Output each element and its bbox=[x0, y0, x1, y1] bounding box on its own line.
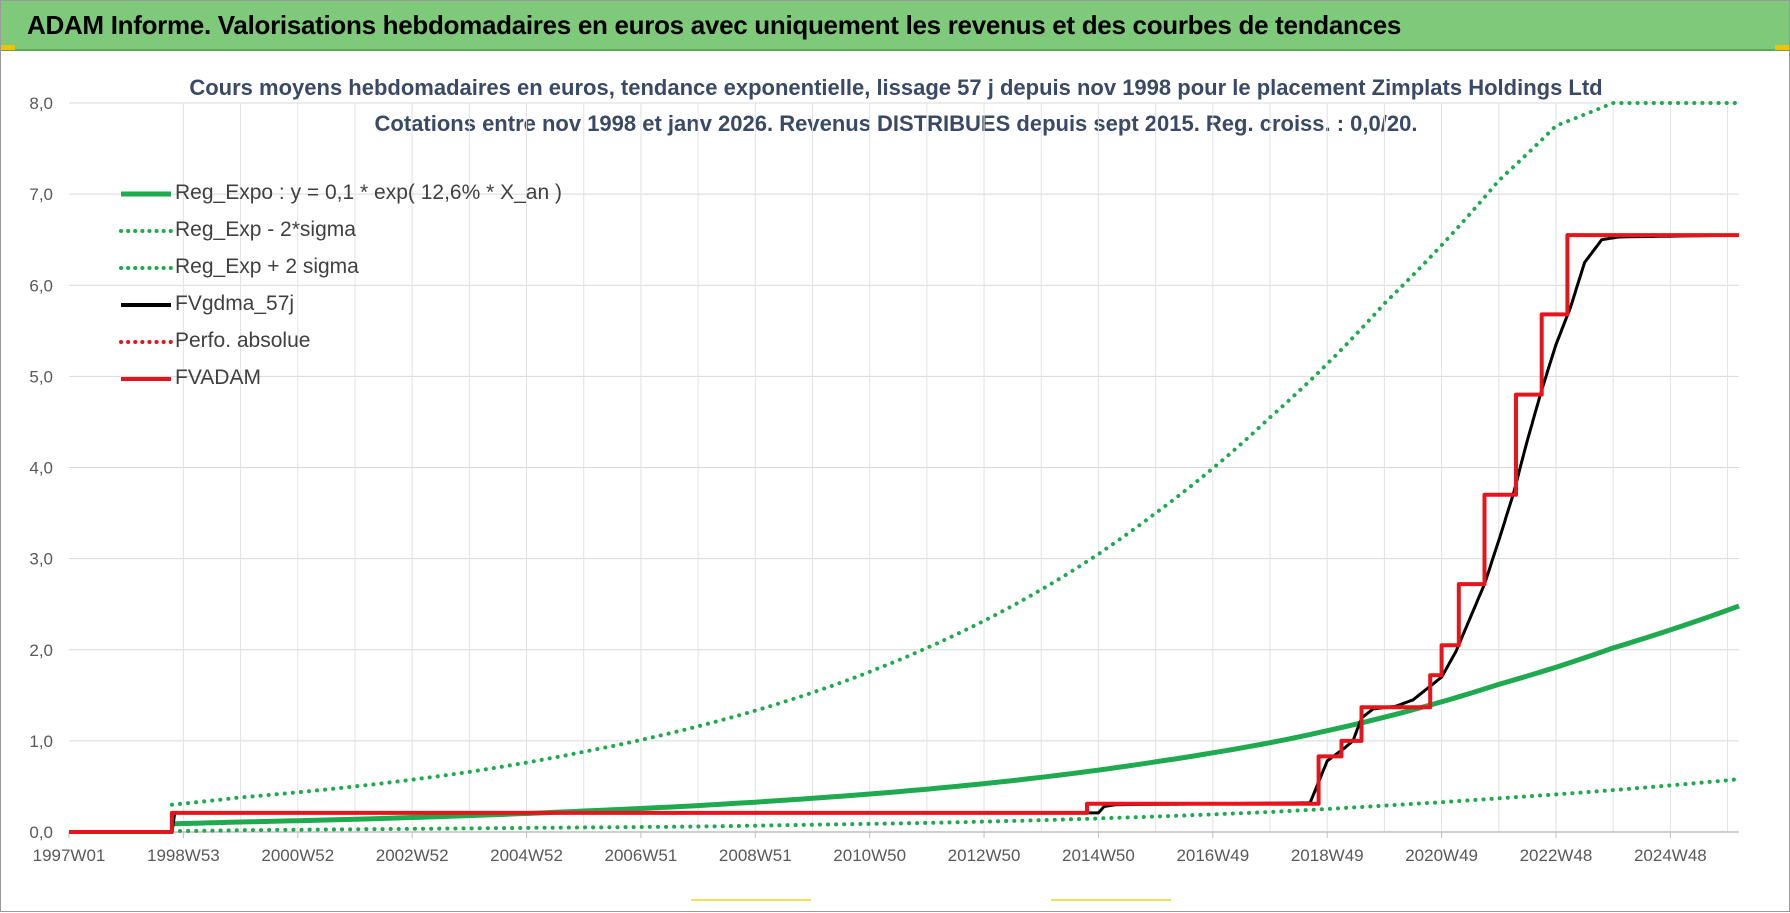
x-tick-label: 2008W51 bbox=[719, 846, 792, 865]
y-tick-label: 8,0 bbox=[29, 94, 53, 113]
footer-accent-line bbox=[691, 899, 811, 901]
legend-label: Reg_Expo : y = 0,1 * exp( 12,6% * X_an ) bbox=[175, 181, 562, 204]
x-tick-label: 2020W49 bbox=[1405, 846, 1478, 865]
footer-accent-line bbox=[1051, 899, 1171, 901]
x-tick-label: 2024W48 bbox=[1634, 846, 1707, 865]
x-tick-label: 2010W50 bbox=[833, 846, 906, 865]
x-tick-label: 2002W52 bbox=[376, 846, 449, 865]
y-tick-label: 4,0 bbox=[29, 459, 53, 478]
legend-label: FVADAM bbox=[175, 366, 261, 389]
series-line-2 bbox=[169, 101, 1741, 807]
y-tick-label: 6,0 bbox=[29, 276, 53, 295]
x-tick-label: 2012W50 bbox=[948, 846, 1021, 865]
series-line-0 bbox=[171, 603, 1740, 827]
x-tick-label: 2018W49 bbox=[1291, 846, 1364, 865]
report-banner: ADAM Informe. Valorisations hebdomadaire… bbox=[1, 1, 1789, 51]
x-tick-label: 2004W52 bbox=[490, 846, 563, 865]
y-tick-label: 5,0 bbox=[29, 367, 53, 386]
y-tick-label: 7,0 bbox=[29, 185, 53, 204]
y-tick-label: 0,0 bbox=[29, 823, 53, 842]
x-tick-label: 1997W01 bbox=[33, 846, 106, 865]
legend-swatch bbox=[121, 377, 171, 381]
series-line-5 bbox=[69, 233, 1739, 834]
report-title: ADAM Informe. Valorisations hebdomadaire… bbox=[27, 10, 1402, 40]
x-tick-label: 1998W53 bbox=[147, 846, 220, 865]
legend-label: Perfo. absolue bbox=[175, 329, 311, 352]
x-tick-label: 2006W51 bbox=[605, 846, 678, 865]
corner-marker-right bbox=[1775, 45, 1789, 50]
legend-label: FVgdma_57j bbox=[175, 292, 295, 315]
x-tick-label: 2016W49 bbox=[1176, 846, 1249, 865]
chart-title: Cours moyens hebdomadaires en euros, ten… bbox=[189, 75, 1603, 100]
x-tick-label: 2022W48 bbox=[1520, 846, 1593, 865]
series-line-1 bbox=[169, 777, 1741, 834]
legend-label: Reg_Exp + 2 sigma bbox=[175, 255, 359, 278]
legend-swatch bbox=[119, 229, 173, 233]
legend-swatch bbox=[119, 266, 173, 270]
y-tick-label: 3,0 bbox=[29, 550, 53, 569]
legend-swatch bbox=[119, 340, 173, 344]
y-tick-label: 1,0 bbox=[29, 732, 53, 751]
legend-swatch bbox=[121, 191, 171, 197]
corner-marker-left bbox=[1, 45, 15, 50]
series-line-3 bbox=[69, 233, 1740, 834]
legend-label: Reg_Exp - 2*sigma bbox=[175, 218, 356, 241]
x-tick-label: 2000W52 bbox=[261, 846, 334, 865]
legend-swatch bbox=[121, 303, 171, 307]
x-tick-label: 2014W50 bbox=[1062, 846, 1135, 865]
y-tick-label: 2,0 bbox=[29, 641, 53, 660]
chart-subtitle: Cotations entre nov 1998 et janv 2026. R… bbox=[374, 111, 1418, 136]
